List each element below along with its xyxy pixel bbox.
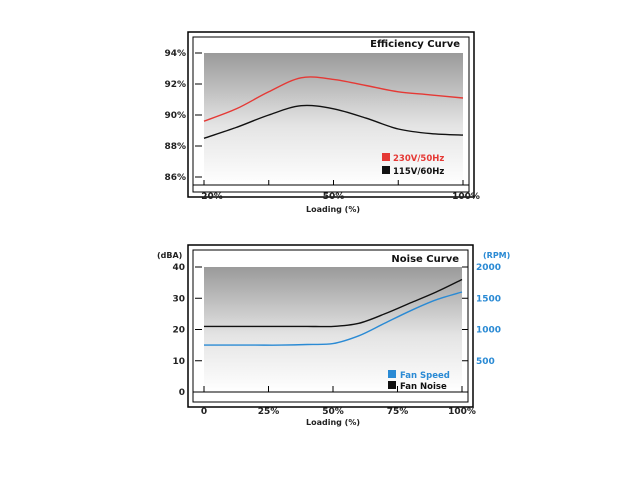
noise-series-line-1 (204, 278, 463, 328)
noise-series-line-0 (204, 291, 463, 346)
efficiency-y-tick-label: 94% (164, 49, 186, 59)
legend-swatch-230v (382, 153, 390, 161)
noise-y-ticks: 0 10 20 30 40 (172, 263, 202, 398)
legend-swatch-115v (382, 166, 390, 174)
noise-x-ticks: 0 25% 50% 75% 100% (201, 386, 476, 417)
efficiency-series-lines (203, 76, 464, 139)
noise-y2-tick-label: 1000 (476, 326, 501, 336)
noise-y2-axis-label: (RPM) (483, 251, 510, 260)
efficiency-title: Efficiency Curve (370, 39, 460, 50)
efficiency-y-tick-label: 90% (164, 111, 186, 121)
legend-label-fan-speed: Fan Speed (400, 371, 450, 381)
efficiency-x-tick-label: 100% (452, 192, 480, 202)
efficiency-x-ticks: 20% 50% 100% (201, 180, 480, 202)
noise-frame-outer (187, 244, 474, 408)
noise-chart: Noise Curve (dBA) (RPM) Loading (%) 0 10 2… (157, 244, 510, 427)
efficiency-x-axis-label: Loading (%) (306, 205, 360, 214)
legend-swatch-fan-noise (388, 381, 396, 389)
efficiency-legend: 230V/50Hz 115V/60Hz (382, 153, 444, 177)
noise-legend: Fan Speed Fan Noise (388, 370, 450, 392)
efficiency-y-tick-label: 88% (164, 142, 186, 152)
noise-title: Noise Curve (391, 254, 459, 265)
legend-swatch-fan-speed (388, 370, 396, 378)
noise-x-tick-label: 0 (201, 407, 207, 417)
efficiency-y-ticks: 86% 88% 90% 92% 94% (164, 49, 202, 183)
efficiency-y-tick-label: 92% (164, 80, 186, 90)
noise-x-tick-label: 100% (448, 407, 476, 417)
legend-label-230v: 230V/50Hz (393, 154, 444, 164)
noise-y-tick-label: 40 (172, 263, 185, 273)
efficiency-y-tick-label: 86% (164, 173, 186, 183)
noise-y2-tick-label: 500 (476, 357, 495, 367)
noise-y2-tick-label: 2000 (476, 263, 501, 273)
noise-x-tick-label: 50% (322, 407, 344, 417)
noise-plot-area (204, 267, 462, 392)
efficiency-x-tick-label: 20% (201, 192, 223, 202)
noise-y-tick-label: 10 (172, 357, 185, 367)
legend-label-115v: 115V/60Hz (393, 167, 444, 177)
noise-y-tick-label: 0 (179, 388, 185, 398)
efficiency-series-line-1 (203, 104, 464, 139)
efficiency-frame-inner (192, 36, 470, 193)
noise-series-lines (204, 278, 463, 346)
efficiency-x-tick-label: 50% (323, 192, 345, 202)
noise-x-tick-label: 25% (258, 407, 280, 417)
efficiency-chart: Efficiency Curve Loading (%) 86% 88% 90% 92… (164, 31, 480, 214)
noise-x-tick-label: 75% (387, 407, 409, 417)
noise-y-tick-label: 20 (172, 326, 185, 336)
efficiency-series-line-0 (203, 76, 464, 122)
efficiency-plot-area (204, 53, 463, 185)
legend-label-fan-noise: Fan Noise (400, 382, 447, 392)
efficiency-frame-outer (187, 31, 475, 198)
noise-y-axis-label: (dBA) (157, 251, 182, 260)
noise-y2-tick-label: 1500 (476, 294, 501, 304)
noise-frame-inner (192, 249, 469, 403)
noise-x-axis-label: Loading (%) (306, 418, 360, 427)
noise-y-tick-label: 30 (172, 294, 185, 304)
noise-y2-ticks: 500 1000 1500 2000 (462, 263, 501, 367)
